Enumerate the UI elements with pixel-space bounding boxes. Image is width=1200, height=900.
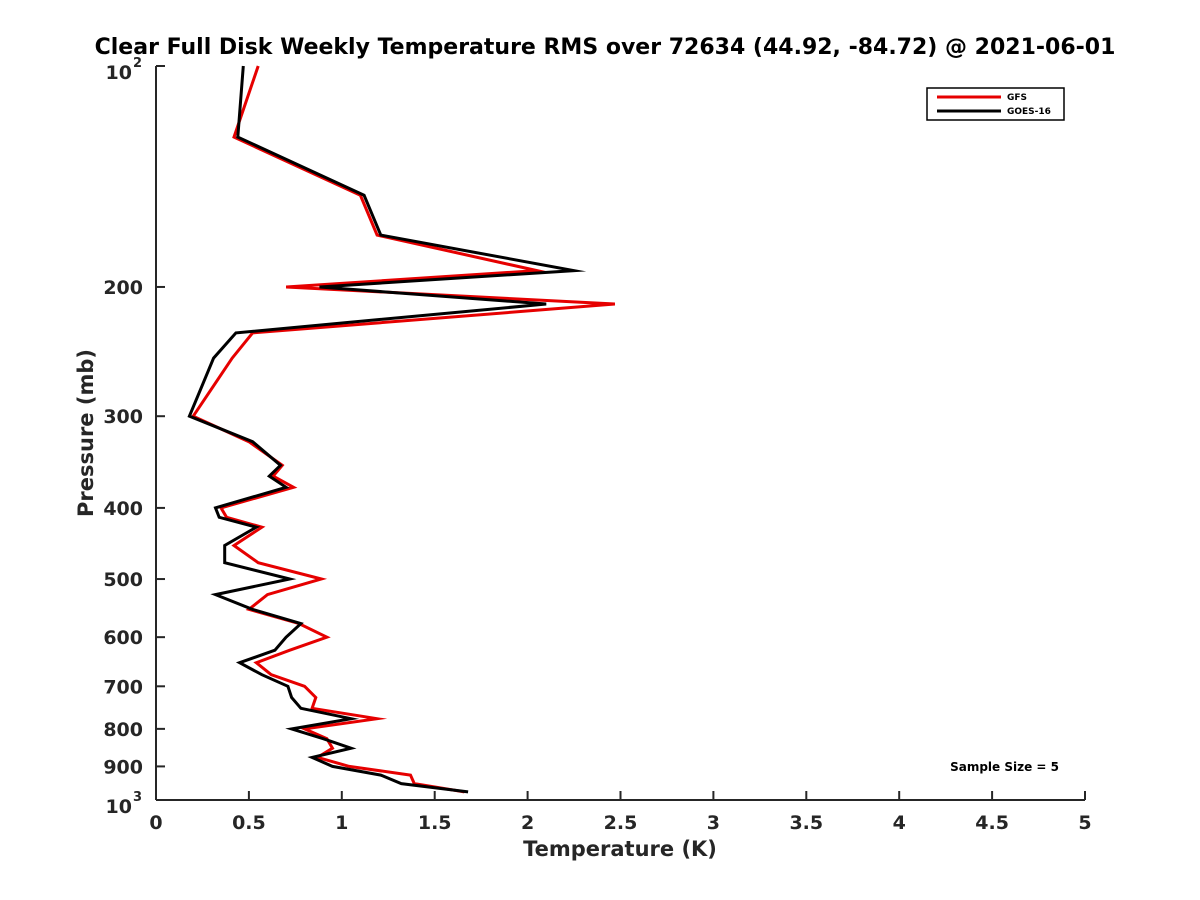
legend-label: GOES-16 xyxy=(1007,107,1051,117)
series-line-goes-16 xyxy=(187,65,587,794)
y-tick-label: 200 xyxy=(103,277,143,299)
x-tick-label: 3 xyxy=(707,812,720,834)
sample-size-annotation: Sample Size = 5 xyxy=(950,760,1059,774)
x-tick-label: 4 xyxy=(893,812,906,834)
x-tick-label: 1.5 xyxy=(418,812,452,834)
y-tick-label: 400 xyxy=(103,498,143,520)
x-tick-label: 0.5 xyxy=(232,812,266,834)
y-axis-label: Pressure (mb) xyxy=(74,349,98,517)
series-layer xyxy=(187,65,616,794)
legend-box xyxy=(926,87,1065,121)
series-line-gfs xyxy=(190,65,616,794)
x-tick-label: 4.5 xyxy=(975,812,1009,834)
x-axis-label: Temperature (K) xyxy=(523,837,717,861)
plot-area xyxy=(155,66,1085,801)
y-tick-label: 800 xyxy=(103,719,143,741)
y-tick-label: 600 xyxy=(103,627,143,649)
x-tick-label: 5 xyxy=(1078,812,1091,834)
x-tick-label: 1 xyxy=(335,812,348,834)
y-tick-label: 300 xyxy=(103,406,143,428)
y-tick-label-exponent: 2 xyxy=(133,56,142,71)
y-tick-label: 900 xyxy=(103,756,143,778)
x-tick-label: 0 xyxy=(149,812,162,834)
chart-title: Clear Full Disk Weekly Temperature RMS o… xyxy=(95,35,1116,60)
x-tick-label: 2 xyxy=(521,812,534,834)
x-tick-label: 3.5 xyxy=(789,812,823,834)
x-axis-ticks: 0 0.5 1 1.5 2 2.5 3 3.5 4 4.5 5 xyxy=(149,791,1092,834)
y-tick-label: 700 xyxy=(103,676,143,698)
y-tick-label-base: 10 xyxy=(106,62,132,84)
legend: GFS GOES-16 xyxy=(926,87,1065,121)
legend-label: GFS xyxy=(1007,93,1027,103)
y-tick-label-exponent: 3 xyxy=(133,790,142,805)
x-tick-label: 2.5 xyxy=(604,812,638,834)
y-tick-label: 500 xyxy=(103,569,143,591)
y-tick-label-base: 10 xyxy=(106,796,132,818)
